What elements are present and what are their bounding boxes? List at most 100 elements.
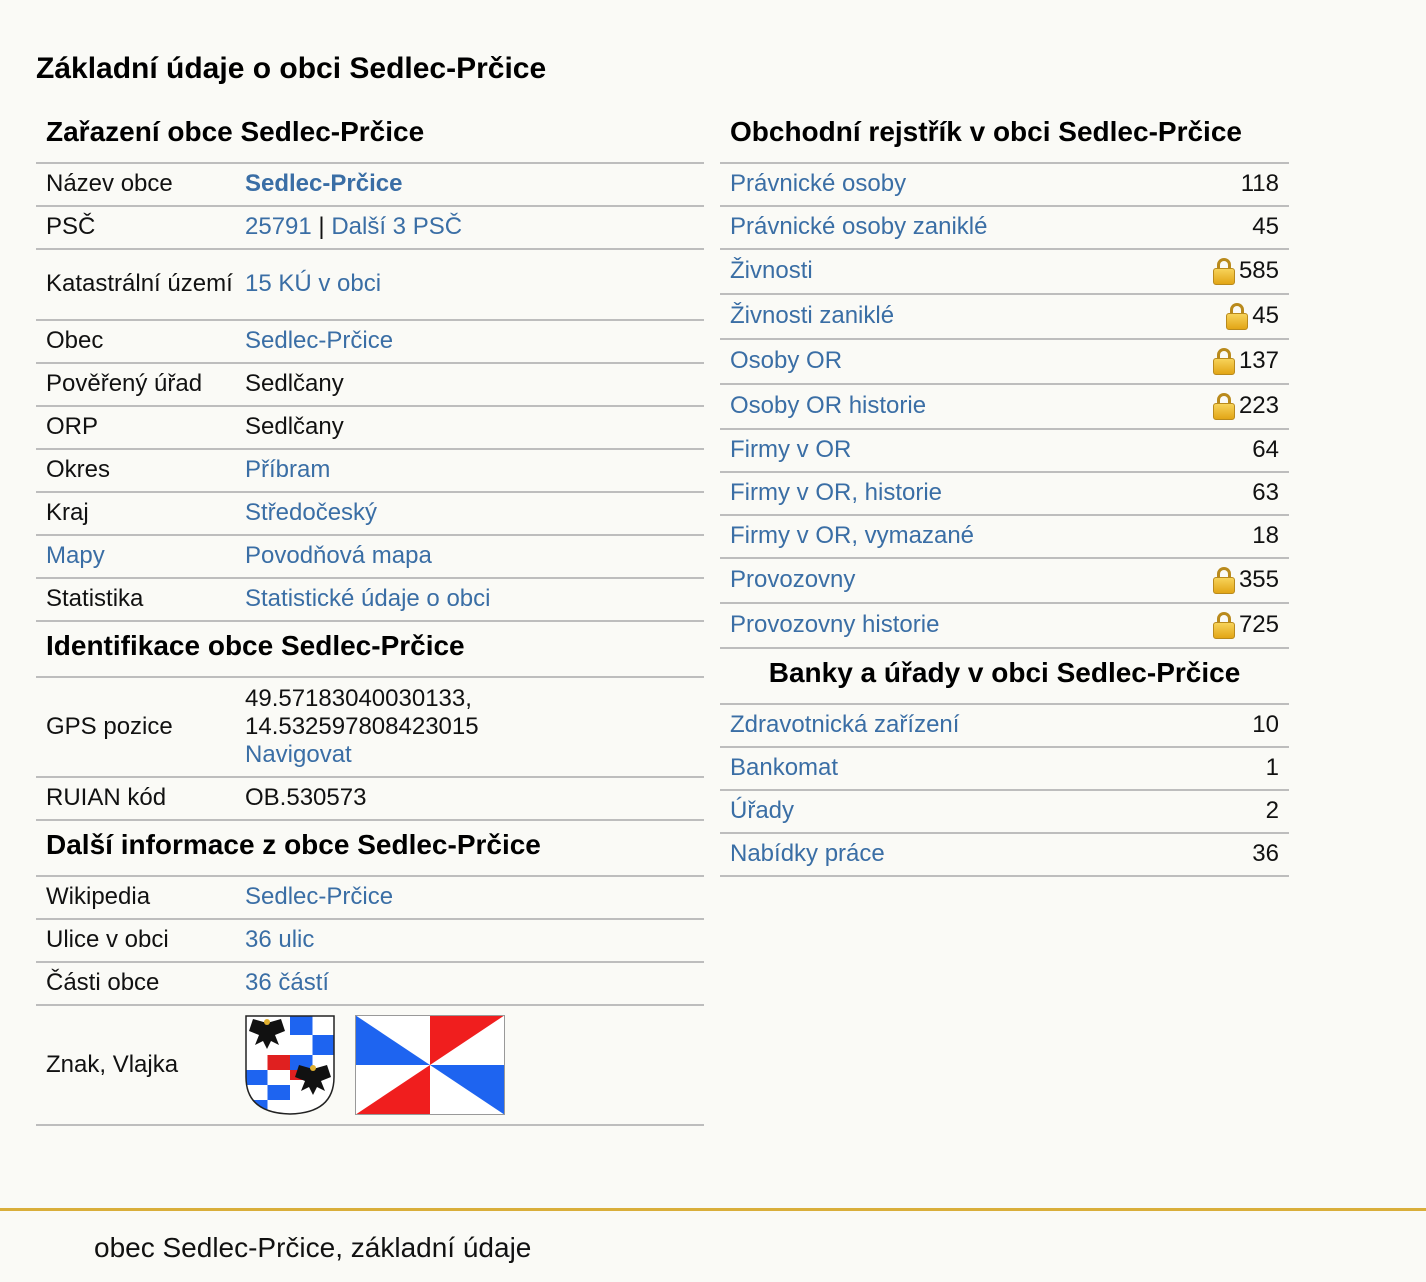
nazev-obce-link[interactable]: Sedlec-Prčice <box>245 170 403 197</box>
gps-latitude: 49.57183040030133, <box>245 684 472 712</box>
or-row: Osoby OR historie 223 <box>720 385 1289 430</box>
or-count: 355 <box>1212 566 1279 594</box>
nazev-obce-label: Název obce <box>46 170 173 197</box>
row-kraj: Kraj Středočeský <box>36 493 704 536</box>
or-link[interactable]: Živnosti <box>730 257 813 284</box>
okres-label: Okres <box>46 456 111 483</box>
coat-of-arms-image[interactable] <box>245 1014 335 1115</box>
lock-icon <box>1212 257 1235 285</box>
znak-vlajka-images <box>245 1014 694 1115</box>
orp-label: ORP <box>46 413 99 440</box>
or-count: 118 <box>1241 170 1279 198</box>
or-count: 585 <box>1212 257 1279 285</box>
ku-label: Katastrální území <box>46 270 233 297</box>
lock-icon <box>1212 392 1235 420</box>
right-column: Obchodní rejstřík v obci Sedlec-Prčice P… <box>720 108 1289 877</box>
or-row: Provozovny 355 <box>720 559 1289 604</box>
obec-link[interactable]: Sedlec-Prčice <box>245 327 394 354</box>
ku-link[interactable]: 15 KÚ v obci <box>245 270 382 297</box>
flag-image[interactable] <box>355 1014 505 1115</box>
or-count: 63 <box>1252 479 1279 507</box>
okres-link[interactable]: Příbram <box>245 456 331 483</box>
or-count: 725 <box>1212 611 1279 639</box>
banky-link[interactable]: Zdravotnická zařízení <box>730 711 960 738</box>
kraj-link[interactable]: Středočeský <box>245 499 378 526</box>
or-link[interactable]: Živnosti zaniklé <box>730 302 895 329</box>
ulice-link[interactable]: 36 ulic <box>245 926 315 953</box>
footer-divider <box>0 1208 1426 1211</box>
or-count-value: 355 <box>1238 566 1279 593</box>
dalsi-heading: Další informace z obce Sedlec-Prčice <box>36 821 704 877</box>
row-okres: Okres Příbram <box>36 450 704 493</box>
lock-icon <box>1212 611 1235 639</box>
mapy-link[interactable]: Mapy <box>46 542 105 569</box>
row-nazev-obce: Název obce Sedlec-Prčice <box>36 164 704 207</box>
banky-count: 10 <box>1252 711 1279 739</box>
statistika-label: Statistika <box>46 585 144 612</box>
or-count-value: 223 <box>1238 392 1279 419</box>
row-znak-vlajka: Znak, Vlajka <box>36 1006 704 1126</box>
psc-label: PSČ <box>46 213 96 240</box>
zarazeni-heading: Zařazení obce Sedlec-Prčice <box>36 108 704 164</box>
banky-link[interactable]: Nabídky práce <box>730 840 885 867</box>
row-gps: GPS pozice 49.57183040030133, 14.5325978… <box>36 678 704 778</box>
or-row: Firmy v OR, vymazané 18 <box>720 516 1289 559</box>
row-psc: PSČ 25791 | Další 3 PSČ <box>36 207 704 250</box>
banky-count-value: 1 <box>1265 754 1279 781</box>
banky-count: 1 <box>1266 754 1279 782</box>
row-obec: Obec Sedlec-Prčice <box>36 321 704 364</box>
or-link[interactable]: Právnické osoby zaniklé <box>730 213 988 240</box>
or-link[interactable]: Firmy v OR, vymazané <box>730 522 975 549</box>
row-katastralni-uzemi: Katastrální území 15 KÚ v obci <box>36 250 704 321</box>
page-title: Základní údaje o obci Sedlec-Prčice <box>36 52 547 85</box>
row-povereny-urad: Pověřený úřad Sedlčany <box>36 364 704 407</box>
ulice-label: Ulice v obci <box>46 926 169 953</box>
banky-rows: Zdravotnická zařízení 10 Bankomat 1 Úřady 2 Na… <box>720 705 1289 877</box>
or-link[interactable]: Osoby OR <box>730 347 843 374</box>
ruian-value: OB.530573 <box>245 784 367 811</box>
psc-separator: | <box>318 213 325 240</box>
wikipedia-link[interactable]: Sedlec-Prčice <box>245 883 394 910</box>
psc-code-link[interactable]: 25791 <box>245 213 312 240</box>
or-row: Živnosti 585 <box>720 250 1289 295</box>
povodnova-mapa-link[interactable]: Povodňová mapa <box>245 542 432 569</box>
banky-count-value: 36 <box>1252 840 1279 867</box>
row-statistika: Statistika Statistické údaje o obci <box>36 579 704 622</box>
or-link[interactable]: Firmy v OR, historie <box>730 479 943 506</box>
orp-value: Sedlčany <box>245 413 344 440</box>
casti-obce-link[interactable]: 36 částí <box>245 969 330 996</box>
row-wikipedia: Wikipedia Sedlec-Prčice <box>36 877 704 920</box>
or-count: 223 <box>1212 392 1279 420</box>
or-link[interactable]: Právnické osoby <box>730 170 907 197</box>
row-orp: ORP Sedlčany <box>36 407 704 450</box>
identifikace-heading: Identifikace obce Sedlec-Prčice <box>36 622 704 678</box>
or-count-value: 118 <box>1240 170 1279 197</box>
or-row: Firmy v OR, historie 63 <box>720 473 1289 516</box>
or-count: 137 <box>1212 347 1279 375</box>
obchodni-heading: Obchodní rejstřík v obci Sedlec-Prčice <box>720 108 1289 164</box>
lock-icon <box>1226 302 1249 330</box>
statistika-link[interactable]: Statistické údaje o obci <box>245 585 491 612</box>
obchodni-rows: Právnické osoby 118 Právnické osoby zanikl… <box>720 164 1289 649</box>
znak-vlajka-label: Znak, Vlajka <box>46 1050 179 1078</box>
psc-more-link[interactable]: Další 3 PSČ <box>331 213 463 240</box>
banky-count-value: 10 <box>1252 711 1279 738</box>
or-count-value: 64 <box>1252 436 1279 463</box>
or-count: 45 <box>1226 302 1279 330</box>
or-row: Právnické osoby 118 <box>720 164 1289 207</box>
banky-row: Nabídky práce 36 <box>720 834 1289 877</box>
navigovat-link[interactable]: Navigovat <box>245 740 352 768</box>
or-row: Osoby OR 137 <box>720 340 1289 385</box>
banky-link[interactable]: Bankomat <box>730 754 839 781</box>
or-count-value: 63 <box>1252 479 1279 506</box>
or-link[interactable]: Provozovny <box>730 566 856 593</box>
gps-longitude: 14.532597808423015 <box>245 712 479 740</box>
banky-count-value: 2 <box>1265 797 1279 824</box>
or-link[interactable]: Osoby OR historie <box>730 392 927 419</box>
banky-heading: Banky a úřady v obci Sedlec-Prčice <box>720 649 1289 705</box>
or-row: Živnosti zaniklé 45 <box>720 295 1289 340</box>
row-mapy: Mapy Povodňová mapa <box>36 536 704 579</box>
banky-link[interactable]: Úřady <box>730 797 795 824</box>
or-link[interactable]: Firmy v OR <box>730 436 852 463</box>
or-link[interactable]: Provozovny historie <box>730 611 940 638</box>
